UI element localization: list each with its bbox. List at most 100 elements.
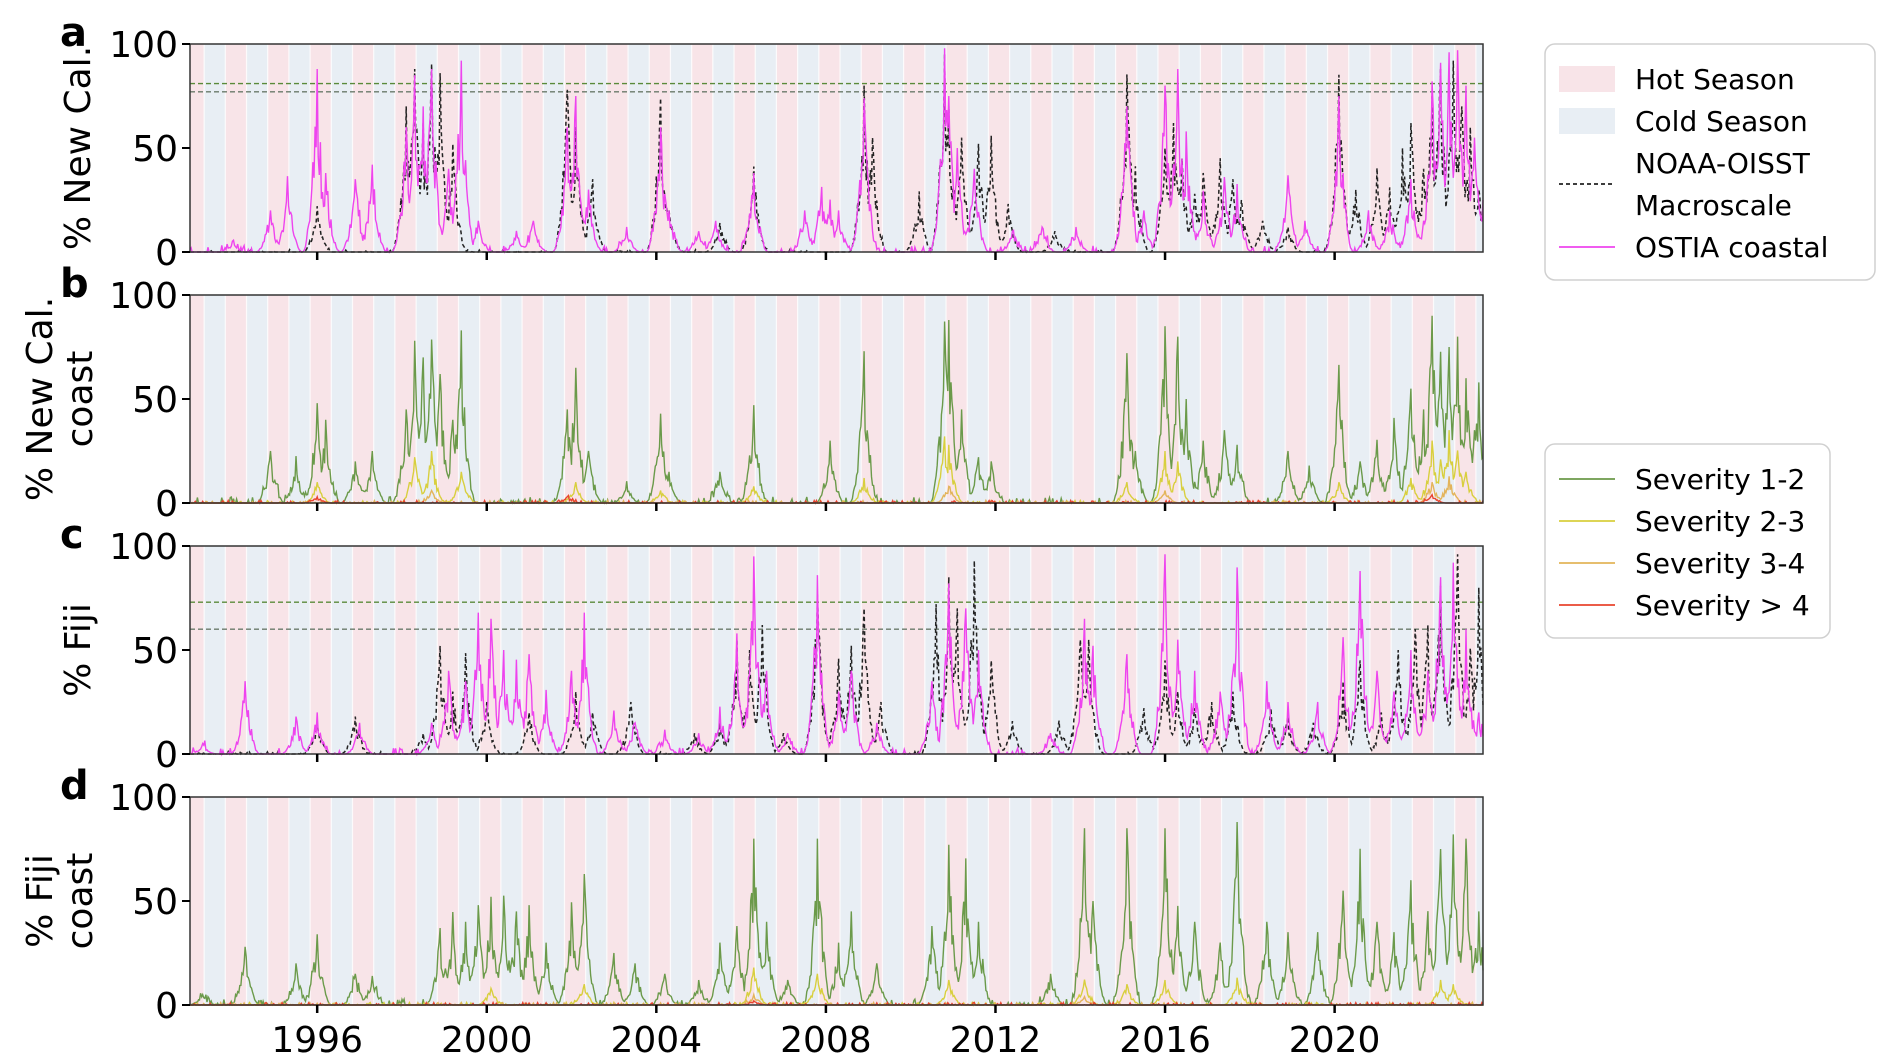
hot-season-band — [861, 295, 883, 503]
y-tick-label: 50 — [132, 380, 178, 421]
hot-season-band — [776, 295, 798, 503]
cold-season-band — [1009, 546, 1031, 754]
cold-season-band — [1009, 44, 1031, 252]
cold-season-band — [1348, 295, 1370, 503]
hot-season-band — [522, 44, 544, 252]
legend-frame — [1544, 43, 1876, 281]
cold-season-band — [840, 797, 862, 1005]
cold-season-band — [543, 546, 565, 754]
cold-season-band — [585, 546, 607, 754]
x-tick-label: 2004 — [611, 1020, 703, 1061]
cold-season-band — [331, 797, 353, 1005]
hot-season-band — [691, 295, 713, 503]
cold-season-band — [1136, 546, 1158, 754]
hot-season-band — [776, 797, 798, 1005]
cold-season-band — [288, 295, 311, 503]
hot-season-band — [1157, 797, 1180, 1005]
hot-season-band — [1200, 546, 1222, 754]
cold-season-band — [416, 797, 438, 1005]
cold-season-band — [204, 546, 226, 754]
cold-season-band — [585, 295, 607, 503]
cold-season-band — [628, 44, 650, 252]
hot-season-band — [437, 546, 459, 754]
cold-season-band — [1263, 546, 1286, 754]
hot-season-band — [1327, 546, 1349, 754]
cold-season-band — [797, 295, 819, 503]
y-tick-label: 50 — [132, 129, 178, 170]
cold-season-band — [1263, 797, 1286, 1005]
hot-season-band — [1369, 44, 1392, 252]
hot-season-band — [190, 797, 205, 1005]
hot-season-band — [649, 797, 671, 1005]
cold-season-band — [585, 44, 607, 252]
cold-season-band — [1306, 295, 1328, 503]
cold-season-band — [458, 44, 480, 252]
y-tick-label: 50 — [132, 882, 178, 923]
y-tick-label: 100 — [109, 25, 178, 66]
cold-season-band — [331, 295, 353, 503]
cold-season-band — [1221, 797, 1243, 1005]
hot-season-band — [1369, 295, 1392, 503]
hot-season-band — [691, 797, 713, 1005]
hot-season-band — [1242, 295, 1264, 503]
cold-season-band — [373, 44, 395, 252]
cold-season-band — [204, 295, 226, 503]
legend-label: Hot Season — [1635, 63, 1795, 96]
cold-season-band — [967, 797, 989, 1005]
cold-season-band — [1051, 295, 1074, 503]
cold-season-band — [1051, 546, 1074, 754]
cold-season-band — [882, 295, 904, 503]
hot-season-band — [1285, 546, 1307, 754]
cold-season-band — [373, 295, 395, 503]
y-axis-label: % New Cal. — [58, 46, 99, 250]
y-tick-label: 0 — [155, 484, 178, 525]
cold-season-band — [967, 295, 989, 503]
hot-season-band — [437, 44, 459, 252]
hot-season-band — [1285, 44, 1307, 252]
x-tick-label: 2008 — [780, 1020, 872, 1061]
hot-season-band — [1454, 797, 1476, 1005]
season-bands — [190, 797, 1483, 1005]
cold-season-band — [1306, 797, 1328, 1005]
cold-season-band — [1094, 546, 1116, 754]
cold-season-band — [1348, 546, 1370, 754]
hot-season-band — [1242, 797, 1264, 1005]
hot-season-band — [394, 546, 417, 754]
cold-season-band — [670, 797, 692, 1005]
legend-label: Severity 3-4 — [1635, 547, 1805, 580]
hot-season-band — [190, 44, 205, 252]
cold-season-band — [1136, 44, 1158, 252]
x-tick-label: 1996 — [271, 1020, 363, 1061]
cold-season-band — [1263, 295, 1286, 503]
cold-season-band — [1391, 546, 1413, 754]
cold-season-band — [882, 797, 904, 1005]
cold-season-band — [1433, 546, 1455, 754]
hot-season-band — [606, 295, 629, 503]
y-axis-label: % New Cal. coast — [20, 297, 101, 501]
legend-label: Cold Season — [1635, 105, 1808, 138]
hot-season-band — [946, 295, 968, 503]
cold-season-band — [1391, 295, 1413, 503]
hot-season-band — [1200, 797, 1222, 1005]
hot-season-band — [1412, 546, 1434, 754]
y-axis-label-line: coast — [60, 853, 101, 950]
hot-season-band — [734, 295, 756, 503]
y-axis-label-line: % Fiji — [58, 603, 99, 697]
hot-season-band — [479, 44, 501, 252]
panel-letter: c — [60, 512, 84, 558]
cold-season-band — [1094, 797, 1116, 1005]
cold-season-band — [670, 295, 692, 503]
cold-season-band — [458, 295, 480, 503]
hot-season-band — [479, 295, 501, 503]
legend-label: OSTIA coastal — [1635, 231, 1828, 264]
legend-label: Severity 2-3 — [1635, 505, 1805, 538]
cold-season-band — [882, 44, 904, 252]
hot-season-band — [267, 546, 289, 754]
hot-season-band — [1157, 295, 1180, 503]
hot-season-band — [861, 797, 883, 1005]
cold-season-band — [246, 797, 268, 1005]
cold-season-band — [204, 797, 226, 1005]
hot-season-band — [1327, 797, 1349, 1005]
panel-d: 0 50 100 1996 2000 2004 2008 2012 2016 2020 d % Fij… — [20, 763, 1484, 1061]
